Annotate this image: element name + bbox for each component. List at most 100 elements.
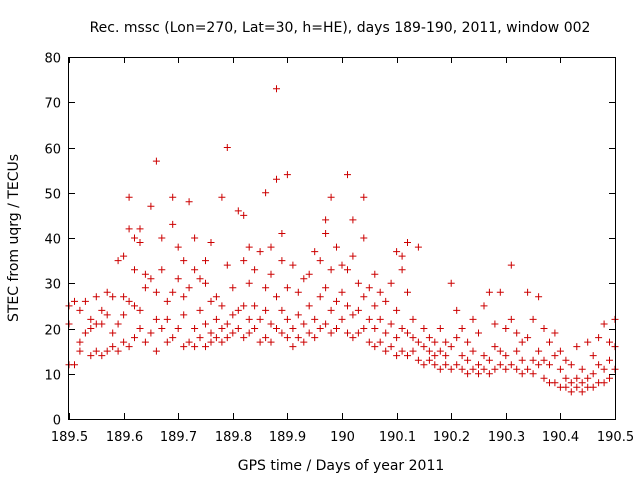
- data-point: [191, 234, 199, 242]
- data-point: [535, 347, 543, 355]
- data-point: [349, 216, 357, 224]
- data-point: [578, 365, 586, 373]
- data-point: [311, 248, 319, 256]
- data-point: [141, 270, 149, 278]
- data-point: [256, 315, 264, 323]
- data-point: [202, 320, 209, 328]
- data-point: [305, 270, 313, 278]
- data-point: [223, 144, 231, 151]
- data-point: [267, 270, 275, 278]
- data-point: [606, 374, 613, 382]
- data-point: [442, 361, 450, 369]
- data-point: [447, 343, 455, 351]
- data-point: [431, 352, 439, 360]
- data-point: [546, 361, 553, 369]
- data-point: [273, 293, 280, 301]
- y-tick-label: 40: [44, 233, 61, 248]
- data-point: [87, 352, 95, 360]
- data-point: [180, 293, 188, 301]
- data-point: [502, 325, 510, 332]
- data-point: [136, 306, 144, 314]
- data-point: [327, 306, 335, 314]
- data-point: [109, 329, 117, 337]
- data-point: [316, 325, 324, 332]
- data-point: [71, 297, 78, 305]
- y-tick-label: 20: [44, 324, 61, 339]
- data-point: [152, 157, 160, 165]
- data-point: [453, 361, 461, 369]
- data-point: [349, 252, 357, 260]
- x-tick-label: 190.4: [542, 430, 579, 445]
- data-point: [507, 315, 515, 323]
- data-point: [98, 352, 106, 360]
- data-point: [551, 329, 559, 337]
- data-point: [76, 338, 84, 346]
- data-point: [338, 288, 346, 296]
- data-point: [305, 329, 313, 337]
- data-point: [120, 293, 128, 301]
- data-point: [223, 261, 231, 269]
- data-points: [65, 85, 619, 396]
- data-point: [289, 261, 297, 269]
- data-point: [240, 334, 248, 342]
- data-point: [387, 320, 395, 328]
- data-point: [409, 347, 417, 355]
- data-point: [540, 356, 548, 364]
- data-point: [409, 315, 417, 323]
- data-point: [114, 347, 122, 355]
- y-tick-label: 70: [44, 97, 61, 112]
- data-point: [169, 288, 177, 296]
- data-point: [469, 315, 477, 323]
- data-point: [398, 325, 406, 332]
- data-point: [289, 343, 297, 351]
- data-point: [475, 370, 482, 378]
- x-tick-label: 189.8: [215, 430, 252, 445]
- data-point: [87, 325, 95, 332]
- data-point: [283, 284, 291, 292]
- data-point: [212, 293, 220, 301]
- x-tick-label: 189.5: [51, 430, 88, 445]
- data-point: [464, 370, 472, 378]
- data-point: [322, 320, 330, 328]
- data-point: [600, 320, 608, 328]
- data-point: [98, 320, 106, 328]
- data-point: [278, 257, 286, 265]
- data-point: [344, 329, 351, 337]
- data-point: [120, 252, 128, 260]
- y-tick-label: 50: [44, 188, 61, 203]
- data-point: [529, 356, 537, 364]
- data-point: [218, 302, 226, 310]
- data-point: [551, 352, 559, 360]
- data-point: [344, 302, 351, 310]
- data-point: [387, 279, 395, 287]
- data-point: [431, 361, 439, 369]
- data-point: [404, 239, 411, 246]
- data-point: [349, 334, 357, 342]
- plot-frame: [68, 57, 616, 420]
- data-point: [245, 279, 253, 287]
- data-point: [131, 234, 138, 242]
- data-point: [120, 311, 128, 319]
- data-point: [207, 297, 215, 305]
- data-point: [267, 320, 275, 328]
- data-point: [202, 257, 209, 265]
- data-point: [218, 325, 226, 332]
- data-point: [294, 334, 302, 342]
- data-point: [371, 325, 379, 332]
- y-tick-label: 10: [44, 369, 61, 384]
- data-point: [436, 347, 444, 355]
- data-point: [81, 329, 89, 337]
- data-point: [229, 311, 237, 319]
- data-point: [485, 370, 493, 378]
- data-point: [191, 266, 199, 274]
- data-point: [305, 302, 313, 310]
- data-point: [404, 329, 411, 337]
- data-point: [300, 275, 308, 283]
- data-point: [262, 284, 270, 292]
- data-point: [251, 302, 259, 310]
- data-point: [311, 334, 319, 342]
- data-point: [595, 361, 603, 369]
- data-point: [491, 320, 499, 328]
- data-point: [294, 311, 302, 319]
